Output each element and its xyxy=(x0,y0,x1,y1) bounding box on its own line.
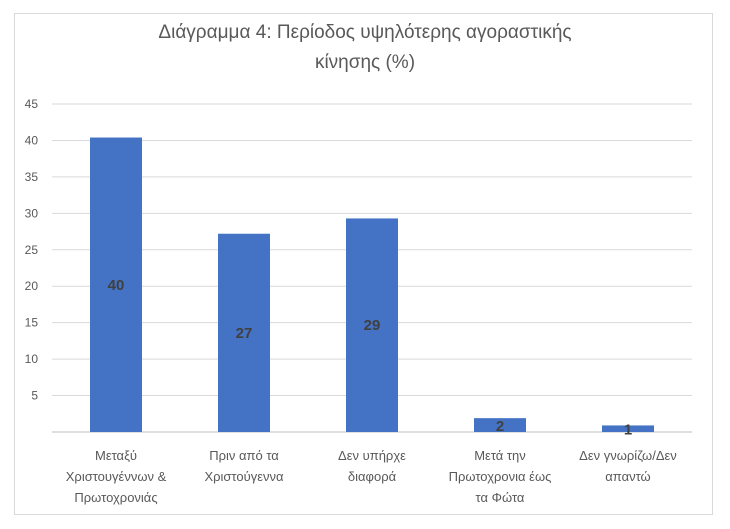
x-category-label: διαφορά xyxy=(348,469,397,484)
y-tick-label: 5 xyxy=(31,389,38,403)
bar xyxy=(218,233,270,432)
bar xyxy=(90,137,142,433)
x-category-label: απαντώ xyxy=(605,469,650,484)
y-tick-label: 20 xyxy=(25,279,39,293)
y-tick-label: 45 xyxy=(25,97,39,111)
y-tick-label: 35 xyxy=(25,170,39,184)
x-category-label: τα Φώτα xyxy=(476,490,525,505)
data-label: 27 xyxy=(236,325,253,342)
y-tick-label: 15 xyxy=(25,316,39,330)
x-category-label: Δεν υπήρχε xyxy=(338,448,406,463)
y-tick-label: 30 xyxy=(25,206,39,220)
chart-title: Διάγραμμα 4: Περίοδος υψηλότερης αγοραστ… xyxy=(0,18,730,78)
bar xyxy=(346,218,398,432)
chart-title-line-1: Διάγραμμα 4: Περίοδος υψηλότερης αγοραστ… xyxy=(158,22,572,43)
x-category-label: Μετά την xyxy=(474,448,526,463)
bar xyxy=(474,418,526,432)
y-tick-label: 10 xyxy=(25,352,39,366)
data-label: 40 xyxy=(108,277,125,294)
x-category-label: Δεν γνωρίζω/Δεν xyxy=(579,448,677,463)
data-label: 29 xyxy=(364,317,381,334)
chart-frame xyxy=(14,13,713,515)
x-category-label: Πρωτοχρονια έως xyxy=(449,469,552,484)
x-category-label: Μεταξύ xyxy=(95,448,137,463)
data-label: 1 xyxy=(624,422,632,439)
y-tick-label: 40 xyxy=(25,133,39,147)
data-label: 2 xyxy=(496,418,504,435)
x-category-label: Πριν από τα xyxy=(209,448,279,463)
x-category-label: Πρωτοχρονιάς xyxy=(74,490,157,505)
x-category-label: Χριστούγεννα xyxy=(204,469,284,484)
bar xyxy=(602,425,654,432)
x-category-label: Χριστουγέννων & xyxy=(66,469,167,484)
y-tick-label: 25 xyxy=(25,243,39,257)
chart-title-line-2: κίνησης (%) xyxy=(314,52,416,73)
